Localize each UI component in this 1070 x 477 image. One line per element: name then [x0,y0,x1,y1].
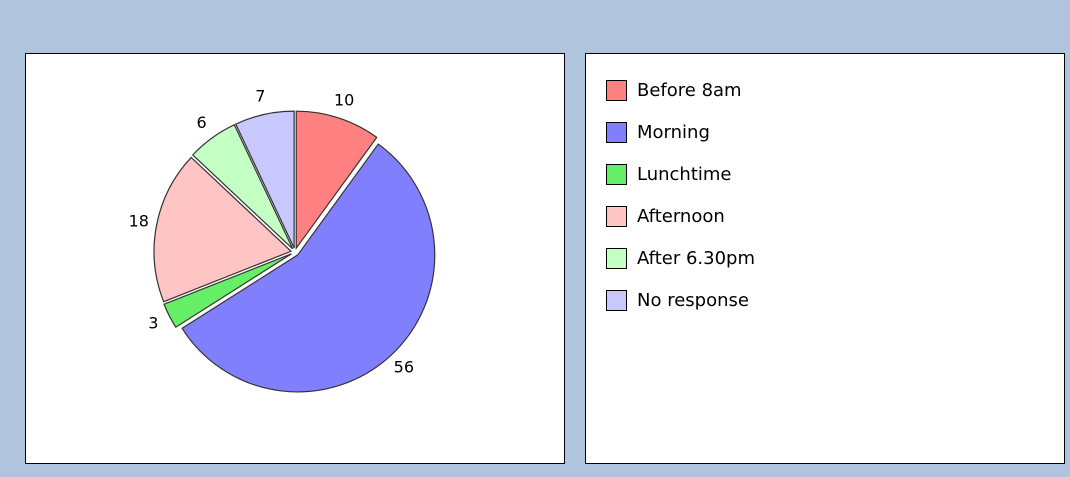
legend-swatch [606,164,627,185]
pie-slice [181,143,436,393]
legend-label: After 6.30pm [637,248,755,269]
pie-slice [153,156,293,303]
pie-slice [163,253,292,329]
pie-slice [191,124,294,250]
data-label: 56 [394,357,414,376]
legend-panel [585,53,1065,464]
data-label: 6 [196,113,206,132]
legend-label: Before 8am [637,80,742,101]
data-label: 10 [334,90,354,109]
legend-label: No response [637,290,749,311]
legend-swatch [606,80,627,101]
legend-swatch [606,248,627,269]
legend-swatch [606,290,627,311]
legend-label: Morning [637,122,710,143]
data-label: 3 [148,314,158,333]
data-label: 7 [255,86,265,105]
legend-label: Afternoon [637,206,725,227]
legend-swatch [606,206,627,227]
legend-label: Lunchtime [637,164,732,185]
data-label: 18 [129,212,149,231]
pie-slice [234,110,295,249]
legend-swatch [606,122,627,143]
pie-slice [295,110,378,251]
